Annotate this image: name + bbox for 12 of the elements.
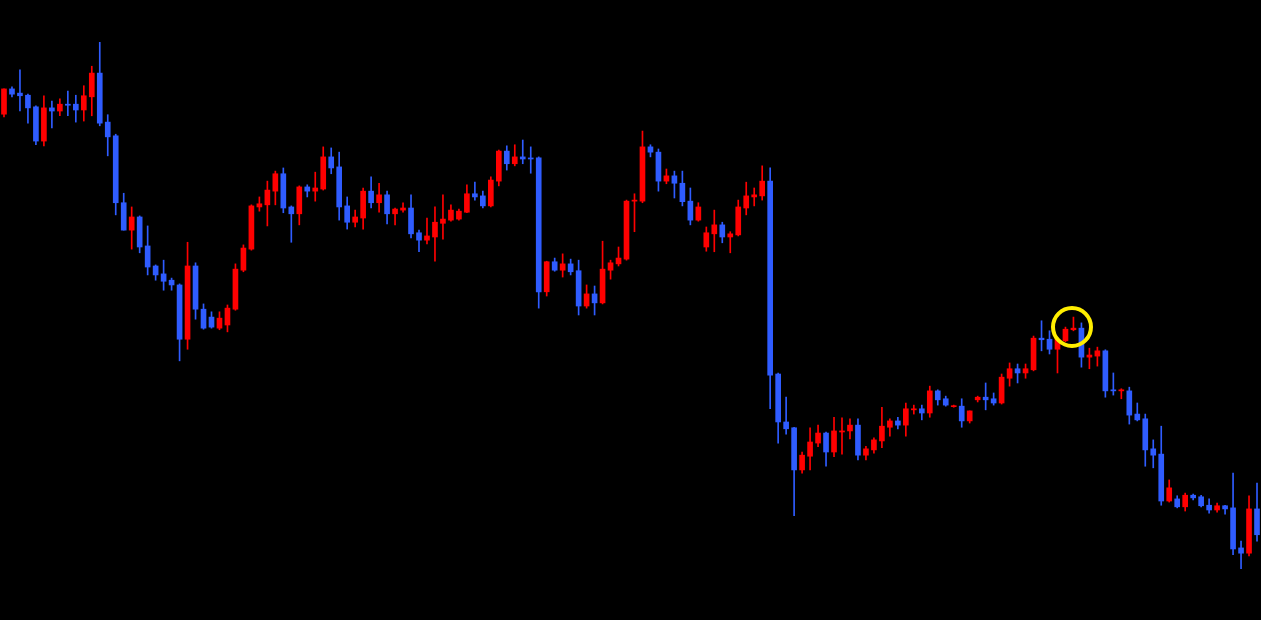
candlestick [72, 94, 79, 123]
candlestick [472, 181, 478, 201]
candlestick [1150, 439, 1157, 469]
candlestick [17, 69, 23, 112]
candlestick [440, 194, 446, 240]
candlestick [783, 396, 789, 435]
candlestick [65, 90, 71, 117]
candlestick [711, 209, 718, 253]
candlestick [1238, 540, 1244, 569]
candlestick [727, 231, 734, 254]
candlestick [288, 205, 295, 243]
candlestick [376, 182, 382, 213]
